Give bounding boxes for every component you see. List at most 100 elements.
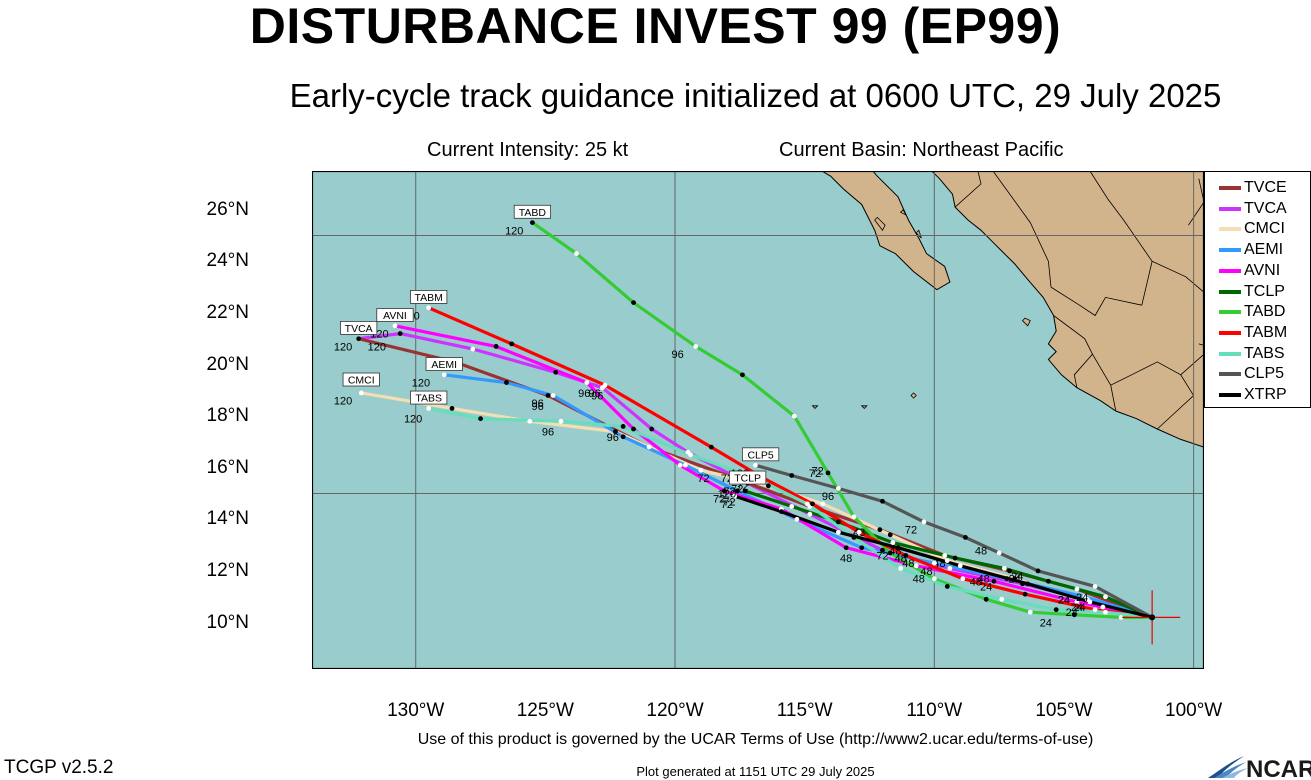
track-point-avni — [913, 563, 919, 569]
forecast-hour-label: 96 — [531, 401, 543, 413]
track-point-tabs — [1103, 609, 1108, 615]
forecast-hour-label: 96 — [542, 427, 554, 439]
island — [811, 405, 819, 409]
track-point-tabs — [688, 452, 693, 458]
legend-label: TABS — [1244, 344, 1285, 362]
legend-label: AVNI — [1244, 261, 1281, 279]
track-point-tabd — [851, 514, 857, 520]
state-border — [1089, 171, 1153, 306]
track-line-clp5 — [753, 463, 1154, 619]
track-end-label-box — [425, 357, 463, 371]
track-point-tclp — [1103, 594, 1108, 600]
track-point-aemi — [1082, 594, 1088, 600]
track-point-tclp — [1046, 578, 1051, 584]
track-line-xtrp — [733, 494, 1154, 619]
legend-item-aemi: AEMI — [1219, 240, 1283, 260]
forecast-hour-label: 72 — [723, 486, 735, 498]
island — [860, 405, 868, 409]
track-point-tabs — [804, 501, 810, 507]
forecast-hour-label: 120 — [334, 341, 352, 353]
state-border — [1050, 286, 1142, 317]
track-point-aemi — [682, 462, 688, 468]
track-point-xtrp — [895, 545, 901, 551]
track-point-aemi — [734, 488, 740, 494]
legend-item-tvce: TVCE — [1219, 178, 1287, 198]
legend-label: TVCA — [1244, 199, 1287, 217]
track-point-aemi — [1004, 576, 1010, 582]
track-line-avni — [393, 324, 1154, 619]
map-frame — [312, 171, 1204, 669]
land-layer — [811, 171, 1204, 448]
state-border — [1180, 353, 1204, 376]
legend-label: TABD — [1244, 303, 1286, 321]
forecast-hour-label: 48 — [889, 545, 901, 557]
latitude-tick-label: 16°N — [206, 456, 249, 478]
forecast-hour-label: 96 — [607, 432, 619, 444]
legend-swatch — [1219, 330, 1241, 335]
track-point-tabm — [810, 501, 815, 507]
legend-item-cmci: CMCI — [1219, 219, 1285, 239]
forecast-hour-label: 120 — [368, 341, 386, 353]
forecast-hour-label: 96 — [591, 390, 603, 402]
track-point-cmci — [449, 405, 455, 411]
track-end-label-box — [340, 320, 378, 335]
state-border — [1151, 260, 1204, 293]
legend-swatch — [1219, 248, 1241, 253]
track-end-label: AEMI — [431, 359, 457, 371]
track-end-label: TABS — [415, 393, 442, 405]
legend-item-tclp: TCLP — [1219, 282, 1285, 302]
track-point-tabs — [999, 596, 1005, 602]
legend-swatch — [1219, 206, 1241, 211]
track-point-tclp — [890, 540, 896, 545]
track-end-label: AVNI — [383, 310, 407, 322]
track-point-tabs — [898, 565, 904, 571]
track-point-tvce — [1007, 568, 1012, 574]
forecast-hour-label: 120 — [718, 489, 736, 501]
legend-label: XTRP — [1244, 386, 1287, 403]
track-point-cmci — [1012, 576, 1018, 582]
track-end-label-box — [410, 290, 448, 304]
legend-item-tvca: TVCA — [1219, 199, 1287, 219]
track-point-tabs — [1053, 607, 1059, 613]
ncar-swoosh-icon — [1208, 756, 1248, 778]
forecast-hour-label: 48 — [920, 566, 932, 578]
track-point-tabs — [620, 424, 626, 429]
forecast-hour-label: 72 — [721, 499, 733, 511]
current-basin: Current Basin: Northeast Pacific — [779, 139, 1064, 161]
track-point-tclp — [789, 504, 795, 509]
track-point-avni — [631, 426, 636, 432]
track-point-tvce — [356, 336, 362, 342]
track-end-label-box — [513, 204, 552, 219]
track-point-tclp — [835, 519, 841, 525]
state-border — [954, 171, 982, 208]
track-point-tabd — [631, 300, 636, 305]
track-point-xtrp — [732, 493, 738, 499]
forecast-hour-label: 24 — [1009, 574, 1021, 586]
legend-item-tabd: TABD — [1219, 302, 1285, 322]
track-point-xtrp — [835, 529, 841, 535]
track-point-tclp — [952, 555, 958, 561]
state-border — [992, 171, 1052, 288]
forecast-hour-label: 24 — [1073, 602, 1085, 614]
forecast-hour-label: 72 — [809, 468, 821, 480]
track-point-tvca — [1020, 581, 1025, 587]
track-end-label-box — [410, 390, 448, 405]
track-point-cmci — [527, 418, 533, 424]
track-point-tabd — [1027, 609, 1033, 615]
legend-label: AEMI — [1244, 241, 1284, 259]
forecast-hour-label: 72 — [723, 496, 735, 508]
track-point-avni — [843, 545, 849, 551]
forecast-hour-label: 120 — [404, 414, 422, 426]
track-point-tabd — [931, 576, 937, 582]
track-point-tabs — [558, 418, 564, 424]
track-point-aemi — [550, 393, 556, 398]
forecast-hour-label: 24 — [1071, 602, 1083, 614]
forecast-hour-label: 48 — [975, 545, 987, 557]
forecast-hour-label: 48 — [933, 558, 945, 570]
track-point-aemi — [620, 434, 626, 440]
latitude-tick-label: 10°N — [206, 611, 249, 633]
track-point-cmci — [944, 558, 950, 564]
track-point-tabs — [944, 584, 950, 589]
track-point-clp5 — [1092, 584, 1098, 589]
track-end-label: CMCI — [348, 375, 375, 387]
